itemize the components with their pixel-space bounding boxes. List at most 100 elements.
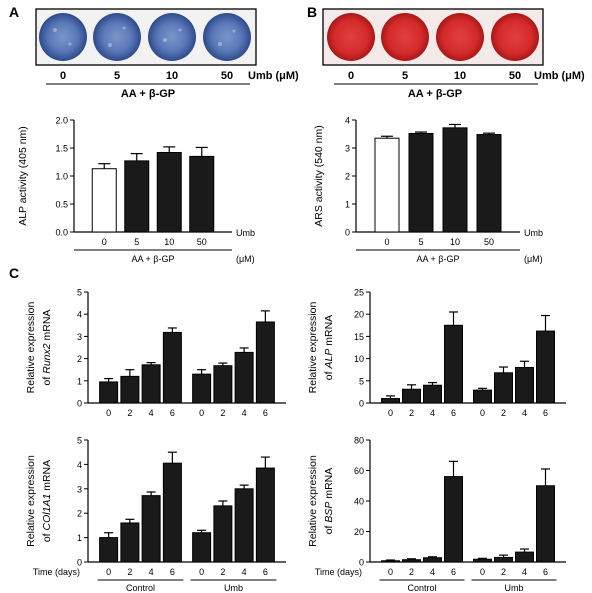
bsp-ytick-label: 0 — [359, 558, 364, 568]
alp-activity-xtick-label: 50 — [197, 237, 207, 247]
runx2-bar — [192, 373, 212, 404]
ars-activity-xtick-label: 10 — [450, 237, 460, 247]
alp-activity-umb-label: Umb — [236, 228, 255, 238]
bsp-xtick-label: 6 — [543, 567, 548, 577]
bsp-xtick-label: 2 — [501, 567, 506, 577]
alp-mrna-ytick-label: 25 — [354, 288, 364, 298]
runx2-ytick-label: 5 — [77, 288, 82, 298]
bsp-xtick-label: 2 — [409, 567, 414, 577]
ars-activity-chart: 0 1 2 3 4 ARS activity (540 nm) 0 5 10 50 Umb (μM) A… — [313, 116, 543, 265]
alp-activity-ytick-label: 0.5 — [55, 200, 68, 210]
alp-mrna-ytick-label: 5 — [359, 376, 364, 386]
bsp-xtick-label: 4 — [430, 567, 435, 577]
col1a1-ytick-label: 4 — [77, 460, 82, 470]
alp-mrna-ytick-label: 0 — [359, 399, 364, 409]
alp-well-10 — [148, 13, 196, 61]
ars-dose-0: 0 — [348, 70, 354, 82]
alp-mrna-ytick-label: 15 — [354, 332, 364, 342]
alp-mrna-xtick-label: 0 — [388, 408, 393, 418]
ars-dose-50: 50 — [509, 70, 521, 82]
col1a1-bar — [120, 522, 140, 563]
ars-activity-bar — [476, 134, 502, 233]
ars-well-50 — [491, 13, 539, 61]
bsp-xtick-label: 4 — [522, 567, 527, 577]
col1a1-xtick-label: 2 — [220, 567, 225, 577]
alp-mrna-bar — [381, 398, 400, 404]
runx2-ylabel-line-0: Relative expression — [25, 302, 37, 394]
alp-well-5 — [93, 13, 141, 61]
col1a1-ytick-label: 2 — [77, 509, 82, 519]
runx2-ytick-label: 1 — [77, 376, 82, 386]
runx2-ytick-label: 3 — [77, 332, 82, 342]
ars-activity-treatment-label: AA + β-GP — [417, 254, 460, 264]
runx2-xtick-label: 6 — [263, 408, 268, 418]
alp-mrna-xtick-label: 4 — [522, 408, 527, 418]
alp-treatment-label: AA + β-GP — [121, 88, 175, 100]
alp-mrna-bar — [515, 366, 534, 404]
runx2-xtick-label: 4 — [149, 408, 154, 418]
alp-mrna-bar — [423, 384, 442, 404]
alp-mrna-xtick-label: 6 — [543, 408, 548, 418]
panel-letter-a: A — [9, 4, 19, 20]
bsp-xtick-label: 0 — [388, 567, 393, 577]
col1a1-xtick-label: 2 — [127, 567, 132, 577]
runx2-xtick-label: 0 — [199, 408, 204, 418]
alp-mrna-xtick-label: 2 — [501, 408, 506, 418]
ars-well-5 — [381, 13, 429, 61]
alp-umb-label: Umb (μM) — [248, 70, 299, 82]
ars-umb-label: Umb (μM) — [534, 70, 585, 82]
alp-well-0 — [39, 13, 87, 61]
ars-activity-umb-label: Umb — [524, 228, 543, 238]
alp-mrna-xtick-label: 0 — [480, 408, 485, 418]
bsp-bar — [381, 560, 400, 563]
col1a1-ylabel-line-1: of COl1A1 mRNA — [41, 460, 53, 542]
alp-mrna-ytick-label: 20 — [354, 310, 364, 320]
col1a1-bar — [141, 495, 161, 563]
bsp-time-label: Time (days) — [315, 567, 362, 577]
bsp-ytick-label: 40 — [354, 497, 364, 507]
runx2-xtick-label: 2 — [127, 408, 132, 418]
bsp-bar — [444, 476, 463, 563]
runx2-bar — [120, 375, 140, 404]
ars-activity-bar — [374, 137, 400, 233]
col1a1-bar — [213, 505, 233, 563]
ars-treatment-label: AA + β-GP — [408, 88, 462, 100]
alp-mrna-bar — [536, 330, 555, 404]
alp-dose-10: 10 — [166, 70, 178, 82]
bsp-ylabel-line-0: Relative expression — [307, 455, 319, 547]
alp-activity-treatment-label: AA + β-GP — [132, 254, 175, 264]
ars-activity-ytick-label: 3 — [345, 144, 350, 154]
runx2-bar — [213, 365, 233, 404]
alp-activity-ylabel: ALP activity (405 nm) — [17, 126, 29, 226]
ars-activity-ytick-label: 2 — [345, 172, 350, 182]
bsp-bar — [473, 558, 492, 563]
col1a1-group-label: Control — [126, 583, 155, 593]
bsp-bar — [423, 557, 442, 563]
runx2-chart: 0 1 2 3 4 5 Relative expression of Runx2 mRNA 0 2… — [25, 288, 286, 418]
alp-mrna-ylabel-line-0: Relative expression — [307, 302, 319, 394]
alp-mrna-bar — [473, 389, 492, 404]
col1a1-xtick-label: 4 — [149, 567, 154, 577]
ars-stain-plate — [322, 8, 544, 66]
alp-mrna-ytick-label: 10 — [354, 354, 364, 364]
alp-mrna-bar — [402, 388, 421, 404]
alp-activity-ytick-label: 1.0 — [55, 172, 68, 182]
alp-mrna-bar — [494, 372, 513, 404]
col1a1-bar — [162, 462, 182, 563]
col1a1-ytick-label: 1 — [77, 533, 82, 543]
alp-activity-chart: 0.0 0.5 1.0 1.5 2.0 ALP activity (405 nm) 0 5 10… — [17, 116, 255, 265]
panel-letter-c: C — [9, 265, 19, 281]
bsp-bar — [402, 559, 421, 563]
bsp-ytick-label: 20 — [354, 527, 364, 537]
ars-activity-bar — [408, 132, 434, 233]
ars-activity-xtick-label: 50 — [484, 237, 494, 247]
runx2-ytick-label: 2 — [77, 354, 82, 364]
ars-activity-ytick-label: 1 — [345, 200, 350, 210]
col1a1-ylabel-line-0: Relative expression — [25, 455, 37, 547]
alp-activity-xtick-label: 5 — [134, 237, 139, 247]
ars-activity-xtick-label: 0 — [384, 237, 389, 247]
alp-activity-umb-unit: (μM) — [236, 254, 255, 264]
runx2-bar — [255, 321, 275, 404]
